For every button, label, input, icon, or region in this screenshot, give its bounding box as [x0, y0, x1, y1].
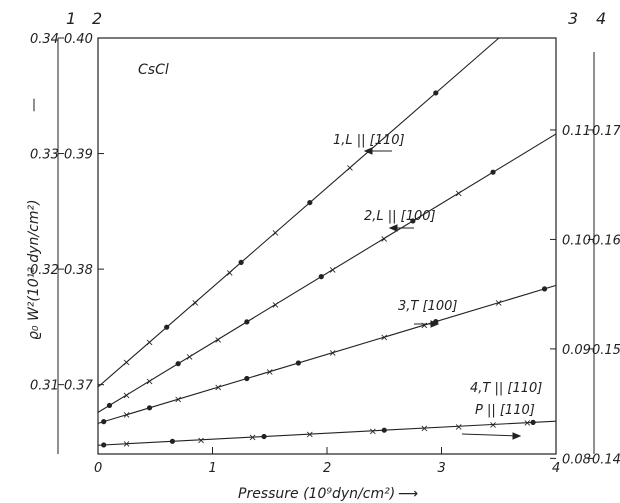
axis-1-header: 1	[66, 9, 76, 28]
series-3-point-cross: ×	[495, 298, 503, 309]
series-3-line	[97, 284, 557, 424]
series-2-point-cross: ×	[329, 265, 337, 276]
series-label-4a: 4,T || [110]	[470, 381, 542, 396]
x-tick-label: 4	[552, 461, 560, 476]
axis-3-header: 3	[568, 9, 578, 28]
axis-2-tick-label: 0.40	[64, 32, 93, 47]
series-4-point-cross: ×	[306, 430, 314, 441]
arrow-2-head	[388, 224, 398, 232]
series-1-point-dot	[433, 90, 439, 96]
axis-1-tick-label: 0.31	[30, 379, 59, 394]
x-axis-label: Pressure (10⁹dyn/cm²)	[238, 486, 395, 502]
arrow-4-head	[512, 432, 522, 440]
x-tick-label: 1	[209, 461, 217, 476]
axis-1-tick-label: 0.32	[30, 263, 59, 278]
series-1-point-dot	[307, 199, 313, 206]
axis-3-tick-label: 0.10	[562, 233, 591, 248]
x-tick-label: 3	[438, 461, 446, 476]
series-1-point-cross: ×	[346, 163, 354, 174]
series-4-point-cross: ×	[489, 420, 497, 431]
series-label-4b: P || [110]	[475, 403, 535, 418]
axis-1-tick-label: 0.33	[30, 148, 59, 163]
axis-2-tick-label: 0.39	[64, 148, 93, 163]
chart-title: CsCl	[138, 62, 169, 78]
series-2-point-dot	[244, 319, 250, 325]
y-axis-label-arrow: —	[26, 98, 42, 112]
series-4-point-cross: ×	[248, 433, 256, 444]
series-4-point-dot	[169, 438, 176, 444]
series-group: × × × × × × × × × × × × × × × × × × × × × × × × × × × × × × ×	[97, 37, 557, 450]
series-3-point-dot	[146, 405, 153, 411]
series-2-point-dot	[175, 361, 181, 367]
axis-2-tick-label: 0.38	[64, 263, 93, 278]
series-4-point-cross: ×	[197, 435, 205, 446]
series-3-point-dot	[101, 419, 107, 425]
series-3-point-cross: ×	[174, 395, 182, 406]
axis-4-tick-label: 0.17	[592, 124, 620, 139]
series-1-point-dot	[164, 324, 170, 330]
series-4-point-cross: ×	[420, 424, 428, 435]
axis-4-tick-label: 0.16	[592, 233, 620, 248]
axis-1-tick-label: 0.34	[30, 32, 59, 47]
series-2-point-dot	[410, 218, 416, 224]
arrow-4	[461, 433, 521, 437]
series-4-point-cross: ×	[523, 418, 531, 429]
series-1-point-cross: ×	[122, 358, 130, 369]
axes: 0 1 2 3 40.310.320.330.3410.370.380.390.4020…	[30, 9, 620, 476]
series-2-point-dot	[106, 402, 113, 409]
arrow-3-head	[430, 320, 440, 328]
axis-3-tick-label: 0.09	[562, 343, 591, 358]
axis-3-tick-label: 0.11	[562, 124, 591, 139]
axis-3-tick-label: 0.08	[562, 452, 591, 467]
series-2-point-dot	[318, 274, 324, 280]
axis-4-tick-label: 0.15	[592, 343, 620, 358]
arrow-1-head	[363, 147, 373, 155]
series-1-point-cross: ×	[271, 228, 279, 239]
series-2-point-cross: ×	[214, 335, 222, 346]
series-1-point-cross: ×	[225, 268, 233, 279]
series-3-point-cross: ×	[266, 367, 274, 378]
series-1-point-dot	[238, 259, 244, 265]
series-4-point-dot	[261, 433, 267, 440]
x-tick-label: 2	[323, 461, 331, 476]
series-2-point-cross: ×	[380, 234, 388, 245]
series-3-point-cross: ×	[329, 348, 337, 359]
series-2-point-cross: ×	[122, 390, 130, 401]
series-4-point-cross: ×	[122, 439, 130, 450]
series-4-point-cross: ×	[369, 426, 377, 437]
series-4-point-cross: ×	[454, 422, 462, 433]
series-2-point-cross: ×	[185, 352, 193, 363]
series-4-point-dot	[381, 427, 387, 433]
x-tick-label: 0	[94, 461, 102, 476]
x-axis-arrow: ⟶	[398, 486, 418, 502]
series-2-point-cross: ×	[145, 377, 153, 388]
series-2-point-dot	[490, 169, 496, 175]
series-1-line	[97, 37, 500, 388]
series-3-point-cross: ×	[380, 333, 388, 344]
series-3-point-dot	[541, 286, 548, 292]
series-3-point-cross: ×	[122, 410, 130, 421]
series-2-point-cross: ×	[454, 189, 462, 200]
y-axis-label: ϱ₀ W²(10¹² dyn/cm²)	[26, 199, 42, 340]
series-2-point-cross: ×	[271, 300, 279, 311]
axis-2-tick-label: 0.37	[64, 379, 94, 394]
series-4-point-dot	[101, 442, 107, 448]
series-4-point-dot	[530, 419, 536, 425]
series-4-line	[97, 420, 557, 446]
axis-4-tick-label: 0.14	[592, 452, 620, 467]
series-label-1: 1,L || [110]	[333, 133, 405, 148]
series-1-point-cross: ×	[145, 338, 153, 349]
axis-2-header: 2	[92, 9, 102, 28]
label-arrows	[363, 147, 522, 440]
series-1-point-cross: ×	[191, 298, 199, 309]
series-label-2: 2,L || [100]	[364, 209, 436, 224]
series-3-point-dot	[244, 375, 250, 382]
series-3-point-cross: ×	[214, 383, 222, 394]
series-label-3: 3,T [100]	[398, 299, 457, 314]
series-3-point-cross: ×	[420, 321, 428, 332]
axis-4-header: 4	[596, 9, 606, 28]
series-2-line	[97, 133, 557, 413]
series-3-point-dot	[295, 360, 301, 366]
